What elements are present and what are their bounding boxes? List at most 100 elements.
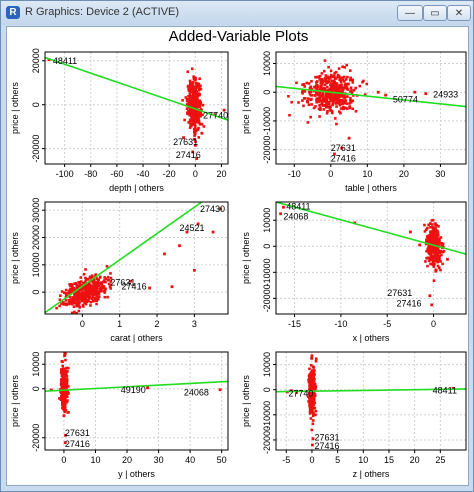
plot-depth: 48411 27740 27631 27416 -100 -80 -60 -40 -20 0 20 -…: [10, 48, 229, 193]
y-tick-label: 10000: [31, 352, 41, 377]
point: [442, 249, 446, 253]
y-tick-label: 0: [31, 102, 41, 107]
point: [438, 241, 441, 244]
point: [343, 96, 347, 100]
point: [189, 81, 192, 85]
point: [80, 283, 83, 287]
x-tick-label: 30: [154, 455, 164, 465]
point: [191, 109, 195, 113]
point: [73, 292, 77, 295]
point: [70, 287, 74, 291]
point: [330, 94, 334, 98]
point: [309, 397, 313, 401]
x-tick-label: -10: [288, 169, 301, 179]
y-tick-label: 10000: [31, 252, 41, 277]
minimize-button[interactable]: —: [397, 5, 423, 21]
point: [432, 233, 435, 237]
point: [103, 289, 107, 292]
title-bar[interactable]: R R Graphics: Device 2 (ACTIVE) — ▭ ✕: [1, 1, 473, 25]
point: [194, 76, 197, 80]
point: [65, 377, 69, 381]
point: [327, 102, 331, 106]
point: [189, 113, 192, 117]
point: [325, 97, 328, 101]
point: [318, 77, 321, 81]
point: [332, 82, 336, 85]
point: [185, 97, 189, 101]
point: [67, 385, 70, 388]
outlier-point: [193, 143, 197, 147]
point: [310, 399, 313, 403]
point: [342, 86, 345, 90]
point: [340, 95, 343, 98]
maximize-button[interactable]: ▭: [423, 5, 447, 21]
point: [432, 237, 436, 241]
point: [436, 242, 440, 246]
point: [435, 233, 438, 236]
point: [195, 96, 199, 100]
point: [338, 83, 342, 87]
outlier-point: [163, 252, 166, 256]
point: [333, 71, 336, 75]
point: [309, 363, 313, 367]
point: [345, 102, 349, 105]
point: [67, 410, 70, 414]
outlier-point: [192, 268, 196, 272]
point: [109, 276, 113, 280]
y-tick-label: 30000: [31, 198, 41, 223]
point: [288, 113, 291, 117]
point: [86, 294, 90, 297]
point: [434, 223, 437, 227]
point: [434, 269, 438, 273]
point: [312, 366, 316, 369]
point-label: 24068: [184, 388, 209, 398]
outlier-point: [185, 230, 189, 234]
point: [310, 383, 313, 387]
close-button[interactable]: ✕: [447, 5, 471, 21]
point: [334, 77, 338, 80]
point: [78, 282, 82, 286]
outlier-point: [187, 120, 191, 124]
point: [84, 268, 87, 271]
point: [301, 83, 304, 86]
grid: [45, 352, 228, 450]
point: [64, 406, 67, 409]
point: [64, 358, 67, 362]
point: [197, 112, 200, 116]
point: [103, 295, 107, 299]
point: [191, 118, 195, 121]
point: [191, 92, 195, 95]
point: [94, 281, 97, 284]
point: [66, 369, 69, 373]
point: [319, 108, 322, 111]
point: [336, 73, 340, 77]
point: [324, 80, 328, 83]
point-label: 27430: [200, 204, 225, 214]
point-label: 49190: [121, 385, 146, 395]
point: [317, 107, 321, 111]
point: [88, 283, 92, 286]
point: [302, 104, 305, 108]
point: [81, 291, 85, 295]
point: [310, 103, 313, 106]
point: [189, 90, 192, 94]
point: [72, 299, 75, 303]
point: [90, 279, 94, 283]
outlier-point: [62, 414, 66, 418]
point: [434, 222, 437, 225]
point: [429, 253, 433, 257]
x-tick-label: 15: [384, 455, 394, 465]
point: [312, 398, 316, 401]
point: [184, 96, 188, 99]
outlier-point: [427, 251, 431, 255]
point: [94, 289, 98, 293]
point: [311, 396, 314, 399]
point: [328, 93, 332, 97]
point: [435, 251, 438, 255]
point: [436, 253, 439, 257]
point: [73, 319, 76, 322]
point: [334, 70, 338, 74]
point: [199, 114, 202, 118]
point: [426, 236, 429, 240]
point: [441, 262, 444, 266]
